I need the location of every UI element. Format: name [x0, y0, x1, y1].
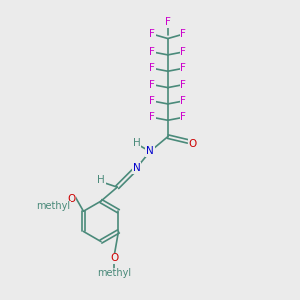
Text: O: O	[67, 194, 75, 204]
Text: F: F	[180, 29, 186, 39]
Text: O: O	[110, 254, 118, 263]
Text: methyl: methyl	[97, 268, 131, 278]
Text: F: F	[180, 80, 186, 90]
Text: F: F	[149, 63, 155, 73]
Text: F: F	[149, 96, 155, 106]
Text: N: N	[146, 146, 154, 157]
Text: F: F	[180, 112, 186, 122]
Text: H: H	[97, 175, 105, 185]
Text: F: F	[180, 63, 186, 73]
Text: H: H	[133, 138, 140, 148]
Text: O: O	[188, 139, 196, 149]
Text: F: F	[149, 112, 155, 122]
Text: F: F	[149, 29, 155, 39]
Text: F: F	[165, 17, 171, 27]
Text: F: F	[180, 47, 186, 57]
Text: N: N	[133, 163, 140, 173]
Text: F: F	[180, 96, 186, 106]
Text: F: F	[149, 47, 155, 57]
Text: methyl: methyl	[36, 202, 70, 212]
Text: F: F	[149, 80, 155, 90]
